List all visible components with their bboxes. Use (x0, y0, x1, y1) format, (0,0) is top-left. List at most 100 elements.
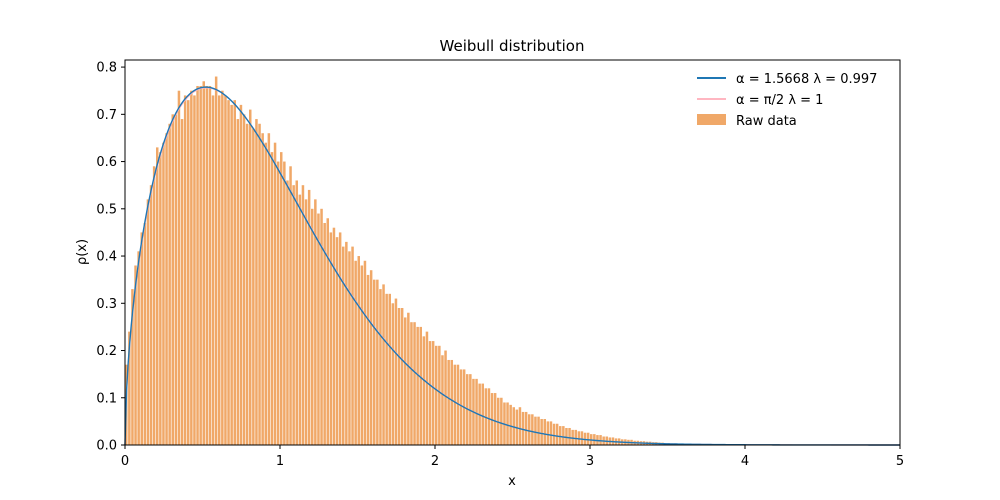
histogram-bar (335, 237, 339, 445)
y-tick-label: 0.4 (96, 250, 117, 265)
histogram-bar (441, 355, 444, 445)
histogram-bar (577, 431, 581, 445)
histogram-bar (131, 289, 134, 445)
histogram-bar (270, 152, 274, 445)
histogram-bar (320, 208, 323, 445)
histogram-bar (143, 222, 147, 445)
histogram-bar (382, 284, 385, 445)
histogram-bar (301, 185, 305, 445)
histogram-bar (500, 397, 503, 445)
histogram-bar (459, 369, 463, 445)
histogram-bar (295, 180, 298, 445)
histogram-bar (543, 419, 546, 445)
histogram-bar (205, 85, 209, 445)
histogram-bar (156, 147, 159, 445)
legend-swatch-raw-data (697, 114, 726, 125)
x-tick-label: 1 (276, 454, 284, 469)
histogram-bar (276, 161, 280, 445)
histogram-bar (416, 326, 419, 445)
histogram-bar (363, 260, 367, 445)
histogram-bar (493, 393, 497, 445)
histogram-bar (298, 194, 302, 445)
y-tick-label: 0.5 (96, 202, 117, 217)
histogram-bar (475, 378, 478, 445)
histogram-bar (444, 350, 447, 445)
histogram-bar (190, 90, 193, 446)
histogram-bar (208, 85, 212, 445)
histogram-bar (304, 199, 308, 445)
histogram-bar (283, 161, 286, 445)
chart-title: Weibull distribution (440, 37, 585, 55)
histogram-bar (435, 345, 438, 445)
histogram-bar (487, 388, 491, 445)
histogram-bar (531, 414, 534, 445)
histogram-bar (593, 434, 596, 445)
histogram-bar (509, 404, 512, 445)
y-tick-label: 0.6 (96, 155, 117, 170)
histogram-bar (326, 218, 329, 445)
legend-label-fit: α = 1.5668 λ = 0.997 (736, 72, 877, 87)
histogram-bar (450, 359, 453, 445)
histogram-bar (286, 180, 289, 445)
x-tick-label: 2 (431, 454, 439, 469)
histogram-bar (565, 427, 568, 445)
legend: α = 1.5668 λ = 0.997 α = π/2 λ = 1 Raw d… (697, 72, 877, 129)
histogram-bar (428, 341, 432, 445)
histogram-bar (388, 293, 391, 445)
histogram-bar (332, 227, 336, 445)
histogram-bar (422, 336, 426, 445)
histogram-bar (211, 95, 215, 446)
histogram-bar (289, 166, 292, 446)
histogram-bar (245, 123, 249, 446)
histogram-bar (385, 293, 388, 445)
histogram-bar (360, 265, 364, 445)
histogram-bars (125, 76, 757, 446)
histogram-bar (183, 95, 187, 446)
histogram-bar (218, 95, 221, 446)
histogram-bar (267, 133, 271, 445)
histogram-bar (397, 308, 401, 445)
histogram-bar (568, 427, 571, 445)
histogram-bar (376, 279, 379, 445)
histogram-bar (180, 119, 184, 446)
histogram-bar (447, 359, 450, 445)
legend-label-theory: α = π/2 λ = 1 (736, 93, 823, 108)
histogram-bar (159, 152, 162, 445)
histogram-bar (419, 326, 422, 445)
x-tick-label: 4 (741, 454, 749, 469)
histogram-bar (230, 104, 233, 445)
histogram-bar (140, 232, 143, 445)
histogram-bar (236, 119, 240, 446)
histogram-bar (137, 251, 140, 445)
histogram-bar (540, 419, 543, 445)
histogram-bar (221, 90, 224, 446)
histogram-bar (280, 152, 283, 445)
histogram-bar (239, 104, 243, 445)
histogram-bar (255, 119, 258, 446)
histogram-bar (342, 246, 345, 445)
x-axis-ticks: 0 1 2 3 4 5 (121, 445, 904, 469)
histogram-bar (562, 426, 565, 445)
histogram-bar (379, 289, 382, 445)
histogram-bar (202, 81, 205, 445)
y-tick-label: 0.2 (96, 344, 117, 359)
histogram-bar (490, 393, 494, 445)
histogram-bar (528, 414, 531, 445)
histogram-bar (394, 298, 398, 445)
histogram-bar (469, 374, 472, 445)
histogram-bar (555, 423, 559, 445)
histogram-bar (177, 90, 181, 446)
histogram-bar (261, 133, 264, 445)
x-axis-label: x (508, 474, 516, 489)
histogram-bar (168, 123, 171, 446)
histogram-bar (524, 411, 528, 445)
histogram-bar (521, 411, 525, 445)
histogram-bar (174, 114, 178, 445)
histogram-bar (354, 260, 357, 445)
histogram-bar (199, 85, 202, 445)
x-tick-label: 0 (121, 454, 129, 469)
histogram-bar (506, 402, 509, 445)
histogram-bar (357, 256, 360, 445)
histogram-bar (518, 407, 522, 445)
